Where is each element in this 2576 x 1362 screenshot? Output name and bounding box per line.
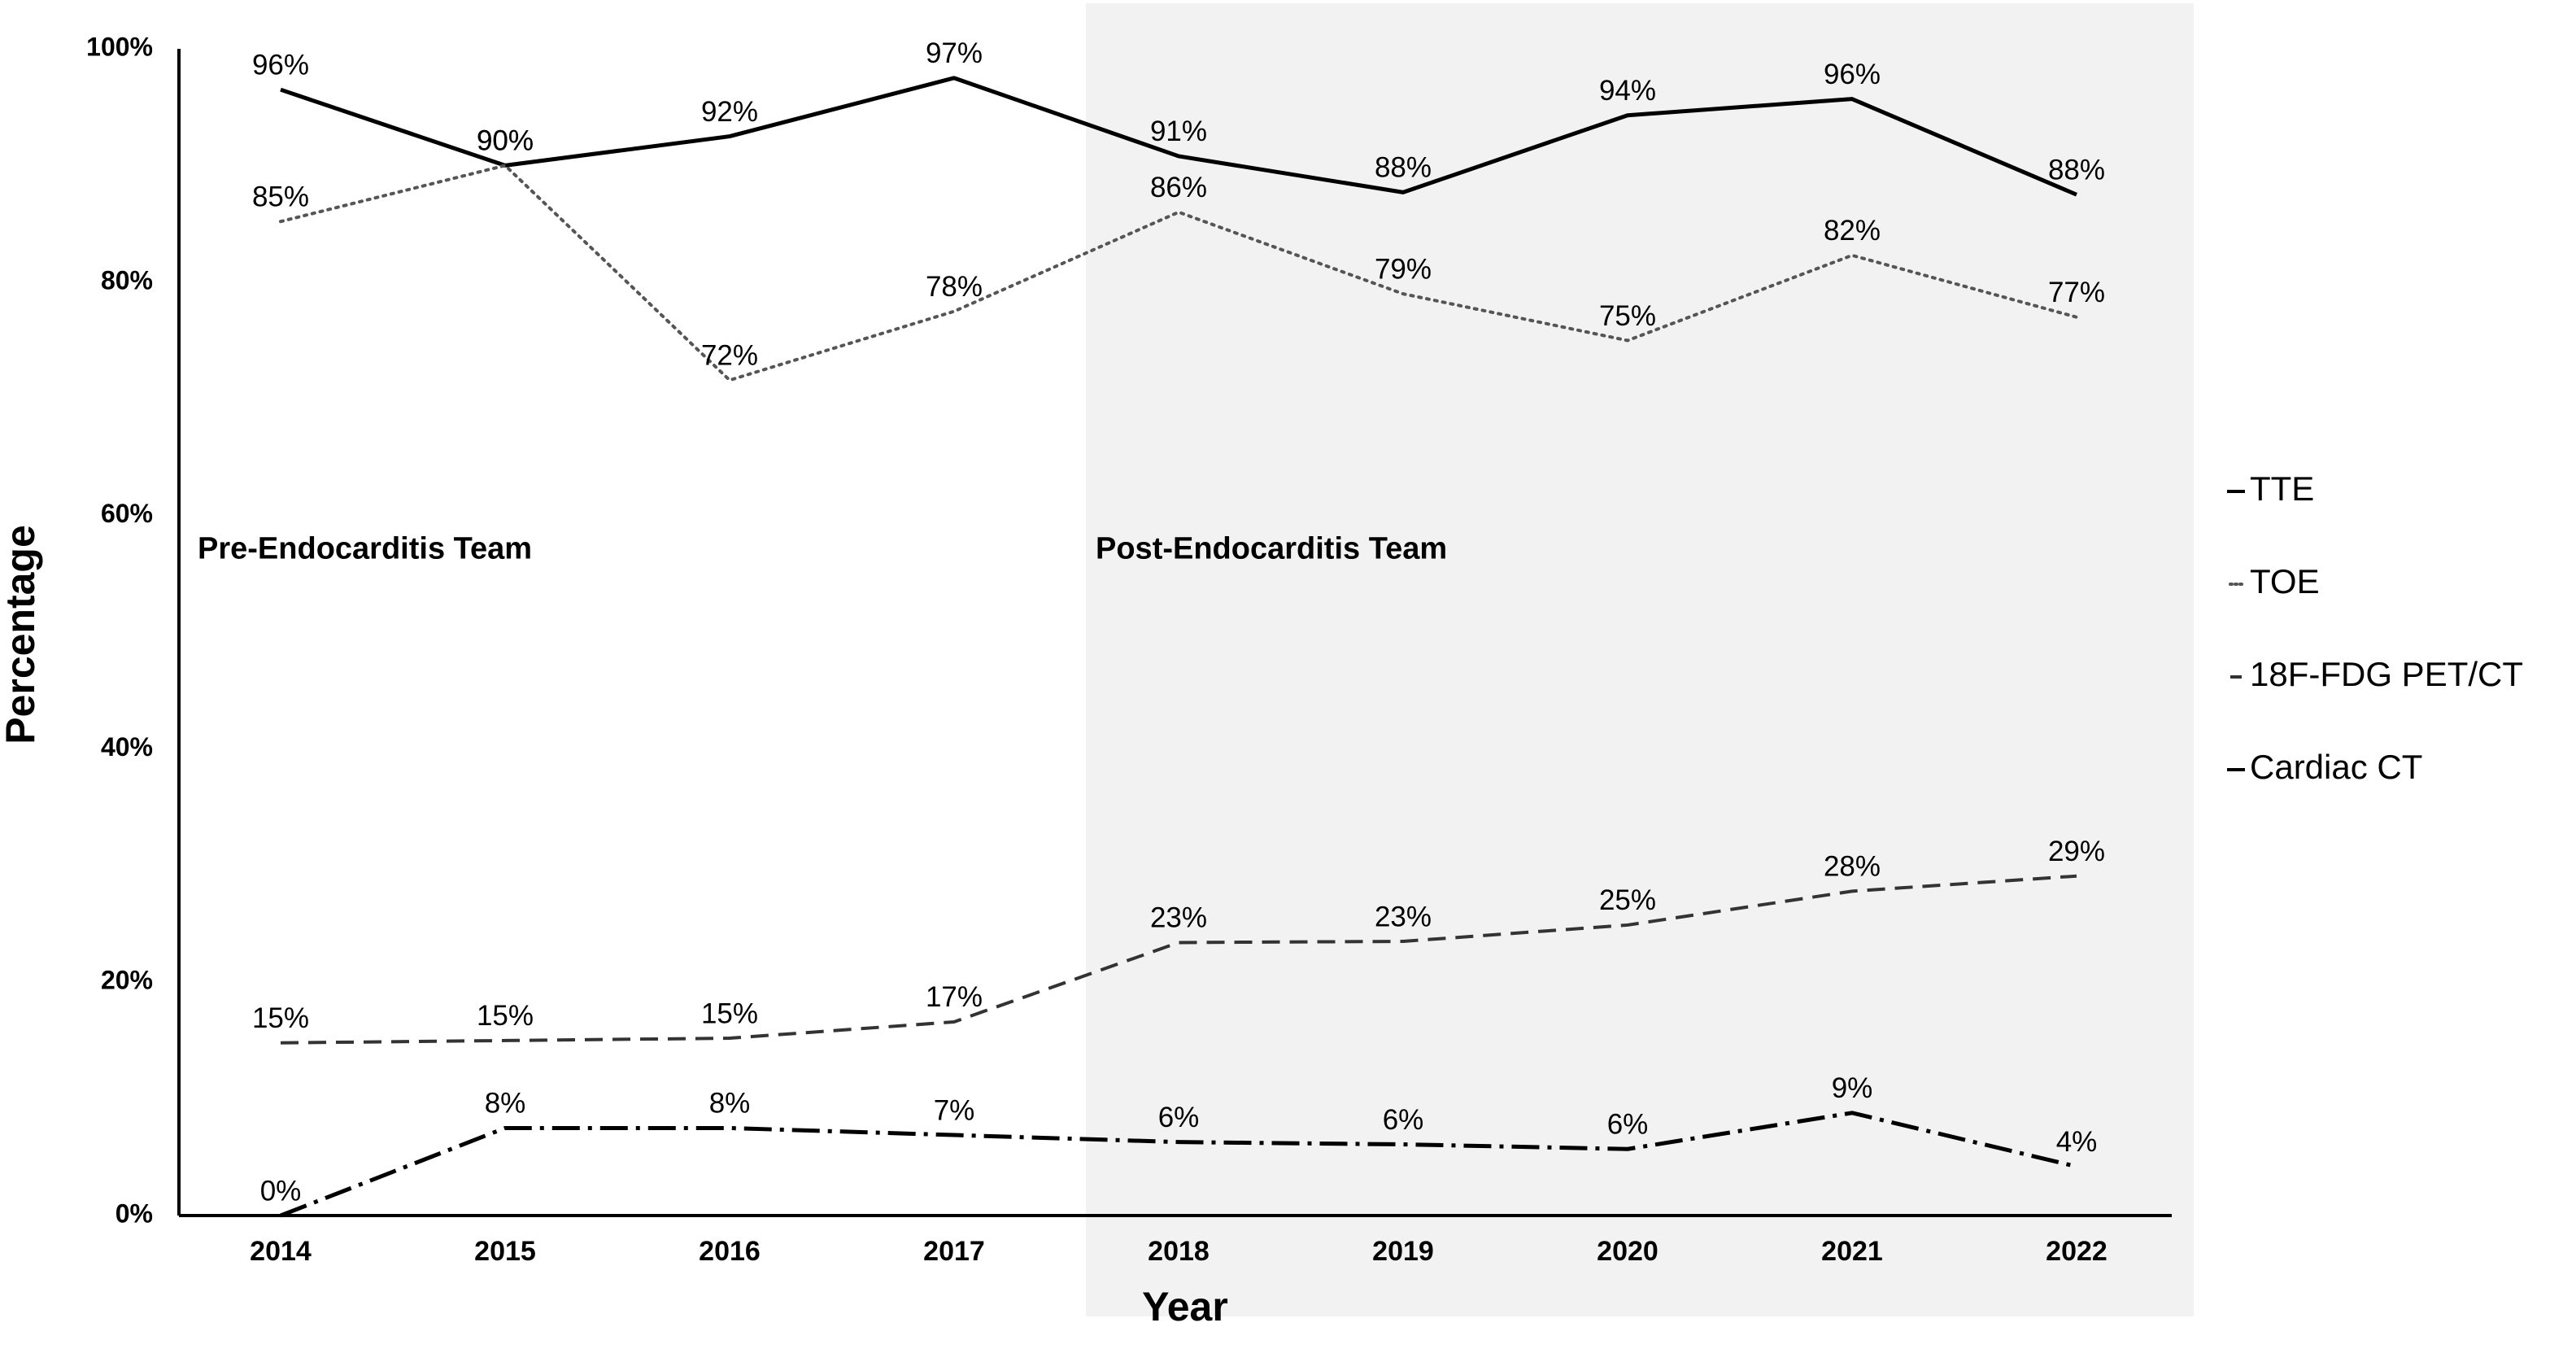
series-lines bbox=[279, 76, 2078, 1218]
x-tick-label: 2022 bbox=[2046, 1236, 2107, 1267]
data-label: 29% bbox=[2048, 836, 2105, 867]
y-tick-label: 20% bbox=[101, 966, 153, 995]
x-tick-label: 2020 bbox=[1597, 1236, 1658, 1267]
data-label: 92% bbox=[701, 96, 758, 128]
data-label: 97% bbox=[926, 37, 983, 69]
data-label: 23% bbox=[1150, 902, 1207, 934]
data-label: 88% bbox=[1375, 152, 1432, 184]
data-label: 8% bbox=[709, 1088, 751, 1120]
y-tick-label: 40% bbox=[101, 732, 153, 762]
x-tick-label: 2016 bbox=[699, 1236, 761, 1267]
data-label: 15% bbox=[701, 997, 758, 1029]
pre-endocarditis-team-label: Pre-Endocarditis Team bbox=[198, 532, 532, 566]
x-tick-label: 2017 bbox=[923, 1236, 985, 1267]
data-label: 78% bbox=[926, 271, 983, 303]
data-label: 15% bbox=[252, 1002, 309, 1034]
data-label: 4% bbox=[2056, 1126, 2098, 1158]
x-tick-label: 2015 bbox=[474, 1236, 536, 1267]
legend: TTE TOE 18F-FDG PET/CT Cardiac CT bbox=[2227, 469, 2523, 786]
x-tick-label: 2018 bbox=[1148, 1236, 1210, 1267]
x-tick-label: 2019 bbox=[1372, 1236, 1434, 1267]
x-tick-label: 2021 bbox=[1821, 1236, 1883, 1267]
series-line-tte bbox=[280, 76, 2077, 197]
data-label: 8% bbox=[485, 1088, 526, 1120]
data-label: 23% bbox=[1375, 901, 1432, 932]
data-label: 86% bbox=[1150, 172, 1207, 203]
data-label: 94% bbox=[1599, 75, 1656, 107]
data-label: 96% bbox=[252, 49, 309, 81]
data-label: 77% bbox=[2048, 277, 2105, 308]
legend-label: Cardiac CT bbox=[2250, 748, 2422, 786]
x-axis-title: Year bbox=[1142, 1284, 1228, 1329]
data-label: 15% bbox=[477, 1000, 534, 1032]
data-labels: 96%90%92%97%91%88%94%96%88%85%90%72%78%8… bbox=[252, 37, 2105, 1207]
data-label: 6% bbox=[1158, 1102, 1200, 1133]
data-label: 6% bbox=[1383, 1104, 1424, 1136]
data-label: 7% bbox=[934, 1094, 975, 1126]
data-label: 91% bbox=[1150, 116, 1207, 147]
y-tick-label: 60% bbox=[101, 499, 153, 528]
post-period-shading bbox=[1086, 3, 2194, 1316]
legend-label: 18F-FDG PET/CT bbox=[2250, 655, 2523, 693]
data-label: 75% bbox=[1599, 300, 1656, 332]
data-label: 17% bbox=[926, 981, 983, 1013]
post-endocarditis-team-label: Post-Endocarditis Team bbox=[1096, 532, 1447, 566]
data-label: 0% bbox=[260, 1175, 302, 1207]
x-tick-label: 2014 bbox=[250, 1236, 312, 1267]
data-label: 28% bbox=[1824, 851, 1881, 883]
data-label: 72% bbox=[701, 340, 758, 372]
legend-label: TOE bbox=[2250, 562, 2320, 600]
data-label: 96% bbox=[1824, 59, 1881, 90]
y-tick-label: 80% bbox=[101, 265, 153, 295]
x-tick-labels: 2014 2015 2016 2017 2018 2019 2020 2021 2022 bbox=[250, 1236, 2107, 1267]
y-tick-label: 0% bbox=[116, 1198, 153, 1228]
data-label: 90% bbox=[477, 125, 534, 157]
series-line-cardiac-ct bbox=[280, 1111, 2077, 1218]
data-label: 6% bbox=[1607, 1109, 1649, 1141]
series-line-toe bbox=[279, 164, 2078, 382]
y-tick-labels: 0% 20% 40% 60% 80% 100% bbox=[86, 32, 153, 1228]
legend-label: TTE bbox=[2250, 469, 2314, 508]
data-label: 88% bbox=[2048, 155, 2105, 186]
data-label: 9% bbox=[1832, 1072, 1873, 1104]
data-label: 90% bbox=[477, 125, 534, 157]
y-axis-title: Percentage bbox=[0, 525, 43, 744]
data-label: 25% bbox=[1599, 884, 1656, 916]
data-label: 79% bbox=[1375, 253, 1432, 285]
data-label: 85% bbox=[252, 181, 309, 212]
data-label: 82% bbox=[1824, 215, 1881, 247]
y-tick-label: 100% bbox=[86, 32, 153, 61]
